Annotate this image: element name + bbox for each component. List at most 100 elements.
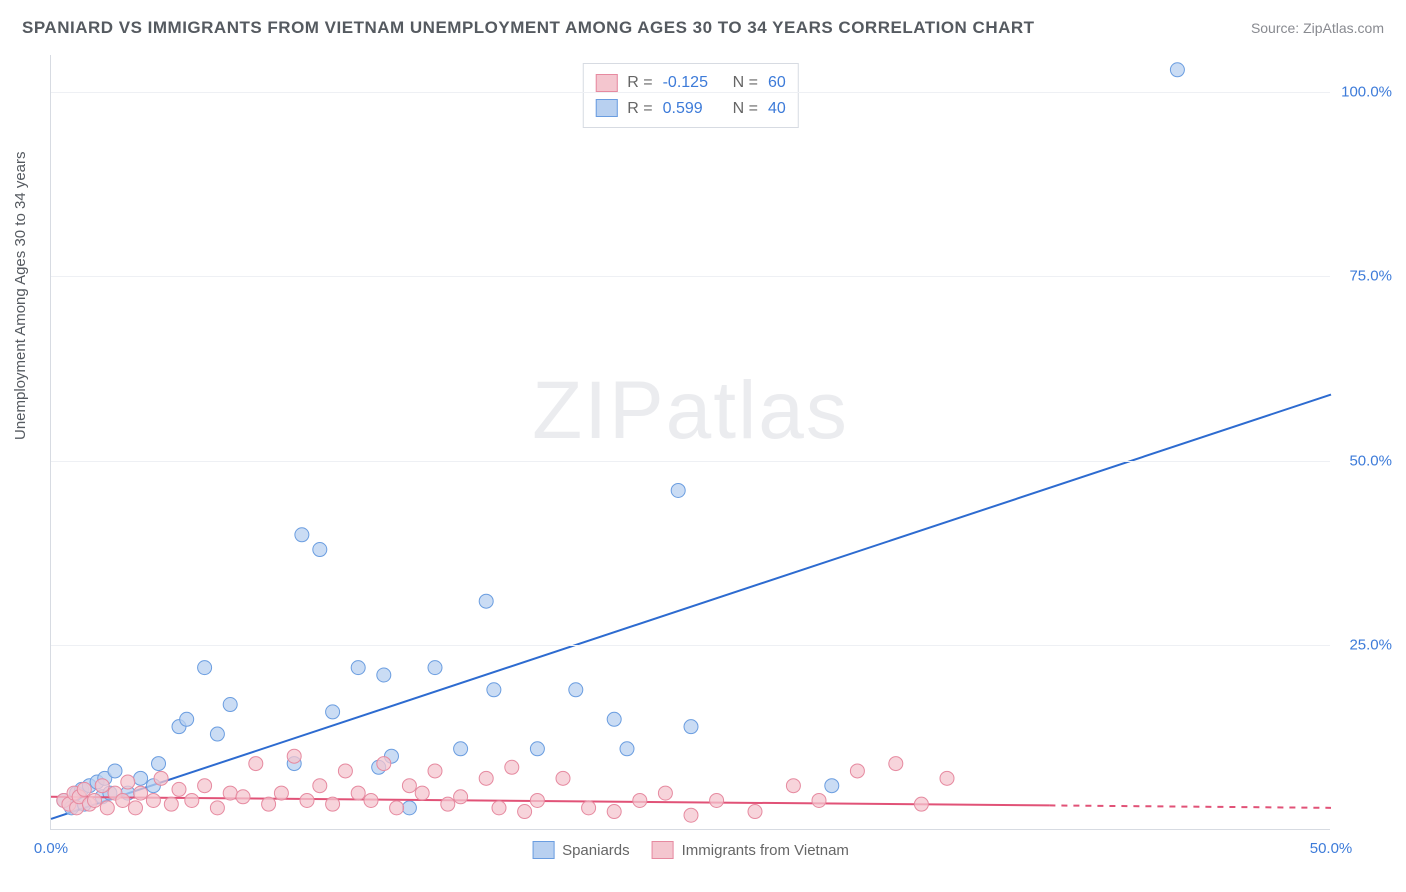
data-point [274,786,288,800]
data-point [198,661,212,675]
series-name: Immigrants from Vietnam [682,842,849,859]
data-point [454,742,468,756]
data-point [103,786,117,800]
data-point [262,797,276,811]
data-point [710,793,724,807]
data-point [164,797,178,811]
data-point [134,771,148,785]
legend-swatch [532,841,554,859]
data-point [390,801,404,815]
data-point [75,782,89,796]
data-point [70,801,84,815]
chart-title: SPANIARD VS IMMIGRANTS FROM VIETNAM UNEM… [22,18,1035,38]
data-point [338,764,352,778]
data-point [454,790,468,804]
data-point [146,779,160,793]
stat-n-label: N = [733,96,758,122]
data-point [428,764,442,778]
data-point [236,790,250,804]
data-point [620,742,634,756]
y-tick-label: 25.0% [1332,637,1392,654]
regression-line [51,395,1331,819]
data-point [180,712,194,726]
data-point [185,793,199,807]
data-point [95,779,109,793]
data-point [377,757,391,771]
data-point [121,775,135,789]
data-point [152,757,166,771]
data-point [479,771,493,785]
correlation-legend: R = -0.125N = 60R = 0.599N = 40 [582,63,798,128]
data-point [518,805,532,819]
data-point [658,786,672,800]
data-point [198,779,212,793]
stat-r-value: 0.599 [663,96,723,122]
series-legend-item: Spaniards [532,841,630,859]
data-point [748,805,762,819]
x-tick-label: 0.0% [34,840,68,857]
data-point [121,786,135,800]
data-point [326,797,340,811]
series-legend-item: Immigrants from Vietnam [652,841,849,859]
data-point [569,683,583,697]
gridline-h [51,461,1330,462]
data-point [77,797,91,811]
data-point [116,793,130,807]
data-point [402,801,416,815]
data-point [441,797,455,811]
data-point [134,786,148,800]
gridline-h [51,276,1330,277]
data-point [850,764,864,778]
data-point [364,793,378,807]
data-point [530,793,544,807]
y-tick-label: 75.0% [1332,268,1392,285]
watermark: ZIPatlas [532,364,849,458]
data-point [82,797,96,811]
series-name: Spaniards [562,842,630,859]
data-point [90,775,104,789]
data-point [108,764,122,778]
data-point [556,771,570,785]
data-point [377,668,391,682]
data-point [351,661,365,675]
data-point [77,782,91,796]
data-point [530,742,544,756]
data-point [172,720,186,734]
data-point [128,801,142,815]
data-point [684,808,698,822]
stat-r-label: R = [627,96,652,122]
data-point [82,779,96,793]
data-point [607,805,621,819]
data-point [172,782,186,796]
data-point [812,793,826,807]
data-point [57,793,71,807]
data-point [505,760,519,774]
data-point [786,779,800,793]
data-point [287,757,301,771]
data-point [326,705,340,719]
data-point [223,786,237,800]
data-point [67,786,81,800]
data-point [633,793,647,807]
gridline-h [51,645,1330,646]
data-point [70,786,84,800]
y-axis-label: Unemployment Among Ages 30 to 34 years [12,151,29,440]
plot-area: ZIPatlas R = -0.125N = 60R = 0.599N = 40… [50,55,1330,830]
data-point [914,797,928,811]
x-tick-label: 50.0% [1310,840,1353,857]
y-tick-label: 50.0% [1332,452,1392,469]
data-point [415,786,429,800]
data-point [100,801,114,815]
data-point [223,698,237,712]
data-point [492,801,506,815]
data-point [684,720,698,734]
chart-svg-layer [51,55,1330,829]
data-point [62,797,76,811]
data-point [249,757,263,771]
data-point [1170,63,1184,77]
data-point [98,771,112,785]
source-label: Source: ZipAtlas.com [1251,20,1384,36]
data-point [351,786,365,800]
data-point [825,779,839,793]
data-point [64,801,78,815]
